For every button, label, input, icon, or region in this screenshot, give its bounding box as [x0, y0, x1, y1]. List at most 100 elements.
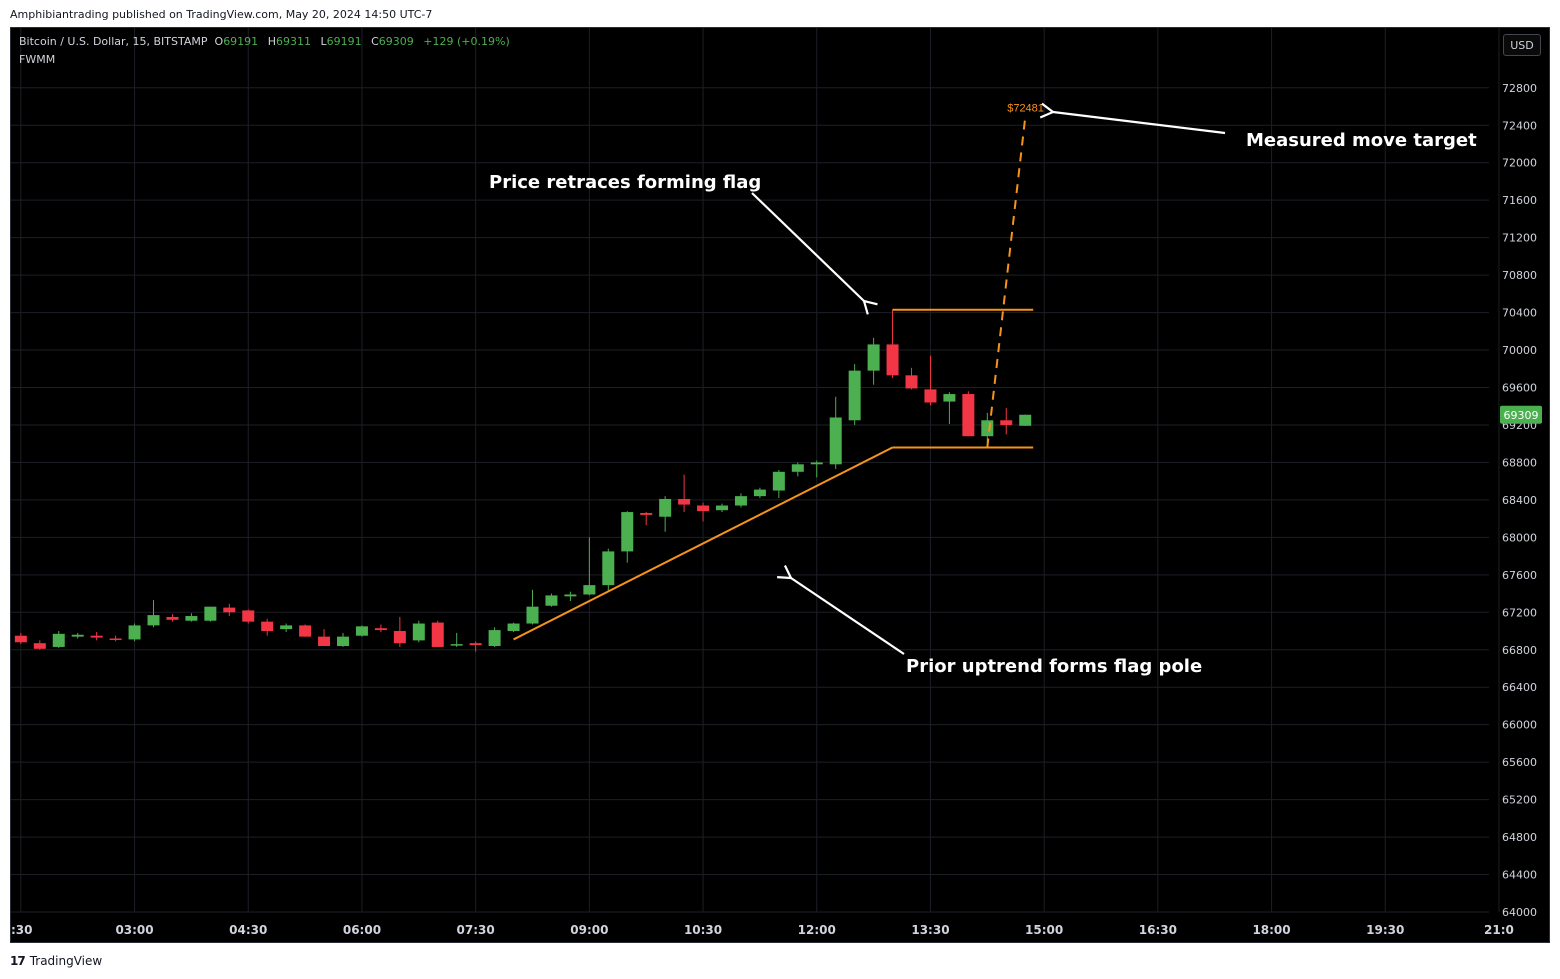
price-change: +129 (+0.19%)	[423, 35, 510, 48]
candle-body	[223, 607, 236, 613]
price-tick-label: 67600	[1502, 569, 1537, 582]
price-axis[interactable]: 64000 64400 64800 65200 65600 66000 66400 66800…	[1500, 82, 1542, 919]
candle-body	[507, 623, 520, 632]
candle-body	[678, 498, 691, 505]
candle-body	[772, 471, 785, 491]
candle-body	[374, 628, 387, 631]
annotation-text: Price retraces forming flag	[489, 172, 761, 193]
annotation-text: Measured move target	[1246, 130, 1477, 151]
price-tick-label: 70000	[1502, 344, 1537, 357]
price-tick-label: 71200	[1502, 232, 1537, 245]
candle-body	[52, 633, 65, 647]
candle-body	[469, 643, 482, 646]
candle-body	[14, 635, 27, 643]
price-tick-label: 72800	[1502, 82, 1537, 95]
candle-body	[299, 625, 312, 637]
flag-pattern-group: $72481	[513, 103, 1044, 641]
candle-body	[810, 462, 823, 465]
candle-body	[564, 594, 577, 597]
candle-body	[204, 606, 217, 621]
candle-body	[602, 551, 615, 586]
annotation-text: Prior uptrend forms flag pole	[906, 656, 1202, 677]
candle-body	[943, 394, 956, 402]
candle-body	[450, 644, 463, 646]
candle-body	[71, 634, 84, 637]
candle-body	[753, 489, 766, 497]
target-price-label: $72481	[1007, 103, 1044, 115]
publisher-line: Amphibiantrading published on TradingVie…	[10, 8, 433, 21]
candle-body	[128, 625, 141, 640]
brand-name: TradingView	[29, 954, 103, 968]
candle-body	[1019, 414, 1032, 426]
time-tick-label: 09:00	[570, 923, 608, 937]
candle-body	[734, 496, 747, 506]
price-tick-label: 64400	[1502, 869, 1537, 882]
price-chart-svg[interactable]: $72481 Measured move target Price retrace…	[11, 28, 1549, 942]
price-tick-label: 70800	[1502, 269, 1537, 282]
time-axis[interactable]: :30 03:00 04:30 06:00 07:30 09:00 10:30 12:00 13…	[11, 923, 1514, 937]
open-label: O	[214, 35, 224, 48]
candle-body	[1000, 420, 1013, 425]
candle-body	[886, 344, 899, 376]
price-tick-label: 70400	[1502, 307, 1537, 320]
price-tick-label: 65200	[1502, 794, 1537, 807]
high-label: H	[267, 35, 276, 48]
candle-body	[109, 638, 122, 641]
price-tick-label: 72000	[1502, 157, 1537, 170]
candle-body	[147, 615, 160, 626]
candle-body	[716, 505, 729, 511]
time-tick-label: 16:30	[1139, 923, 1177, 937]
time-tick-label: 04:30	[229, 923, 267, 937]
footer-branding[interactable]: 𝟭𝟳 TradingView	[10, 954, 102, 968]
candle-body	[242, 610, 255, 622]
price-tick-label: 66400	[1502, 681, 1537, 694]
chart-area[interactable]: $72481 Measured move target Price retrace…	[10, 27, 1550, 943]
measured-move-line	[986, 117, 1027, 448]
candle-body	[33, 643, 46, 649]
annotations-group: Measured move target Price retraces formi…	[489, 112, 1477, 677]
time-tick-label: 13:30	[911, 923, 949, 937]
time-tick-label: 19:30	[1366, 923, 1404, 937]
tradingview-logo-icon: 𝟭𝟳	[10, 954, 26, 968]
price-tick-label: 68400	[1502, 494, 1537, 507]
time-tick-label: 21:0	[1484, 923, 1514, 937]
last-price-label: 69309	[1504, 409, 1539, 422]
candle-body	[431, 622, 444, 647]
close-value: 69309	[378, 35, 414, 48]
candle-body	[355, 626, 368, 636]
time-tick-label: 18:00	[1252, 923, 1290, 937]
candle-body	[185, 616, 198, 621]
price-tick-label: 71600	[1502, 194, 1537, 207]
open-value: 69191	[223, 35, 259, 48]
time-tick-label: :30	[11, 923, 33, 937]
price-tick-label: 65600	[1502, 756, 1537, 769]
candle-body	[337, 636, 350, 647]
candle-body	[393, 631, 406, 644]
candle-body	[90, 635, 103, 638]
low-value: 69191	[326, 35, 362, 48]
time-tick-label: 07:30	[457, 923, 495, 937]
candle-body	[659, 498, 672, 517]
time-tick-label: 15:00	[1025, 923, 1063, 937]
candle-body	[640, 513, 653, 515]
price-tick-label: 64000	[1502, 906, 1537, 919]
annotation-arrow	[751, 192, 864, 301]
price-tick-label: 66000	[1502, 719, 1537, 732]
annotation-arrow	[1053, 112, 1226, 135]
price-tick-label: 68000	[1502, 531, 1537, 544]
time-tick-label: 06:00	[343, 923, 381, 937]
time-tick-label: 12:00	[798, 923, 836, 937]
low-label: L	[320, 35, 327, 48]
candle-body	[621, 512, 634, 552]
close-label: C	[371, 35, 379, 48]
indicator-label[interactable]: FWMM	[19, 53, 56, 66]
candle-body	[545, 595, 558, 606]
price-tick-label: 66800	[1502, 644, 1537, 657]
time-tick-label: 10:30	[684, 923, 722, 937]
last-price-badge	[1500, 405, 1542, 424]
candle-body	[412, 623, 425, 641]
currency-button[interactable]: USD	[1503, 34, 1541, 56]
candle-body	[261, 621, 274, 632]
candle-body	[318, 636, 331, 647]
candle-body	[905, 375, 918, 389]
